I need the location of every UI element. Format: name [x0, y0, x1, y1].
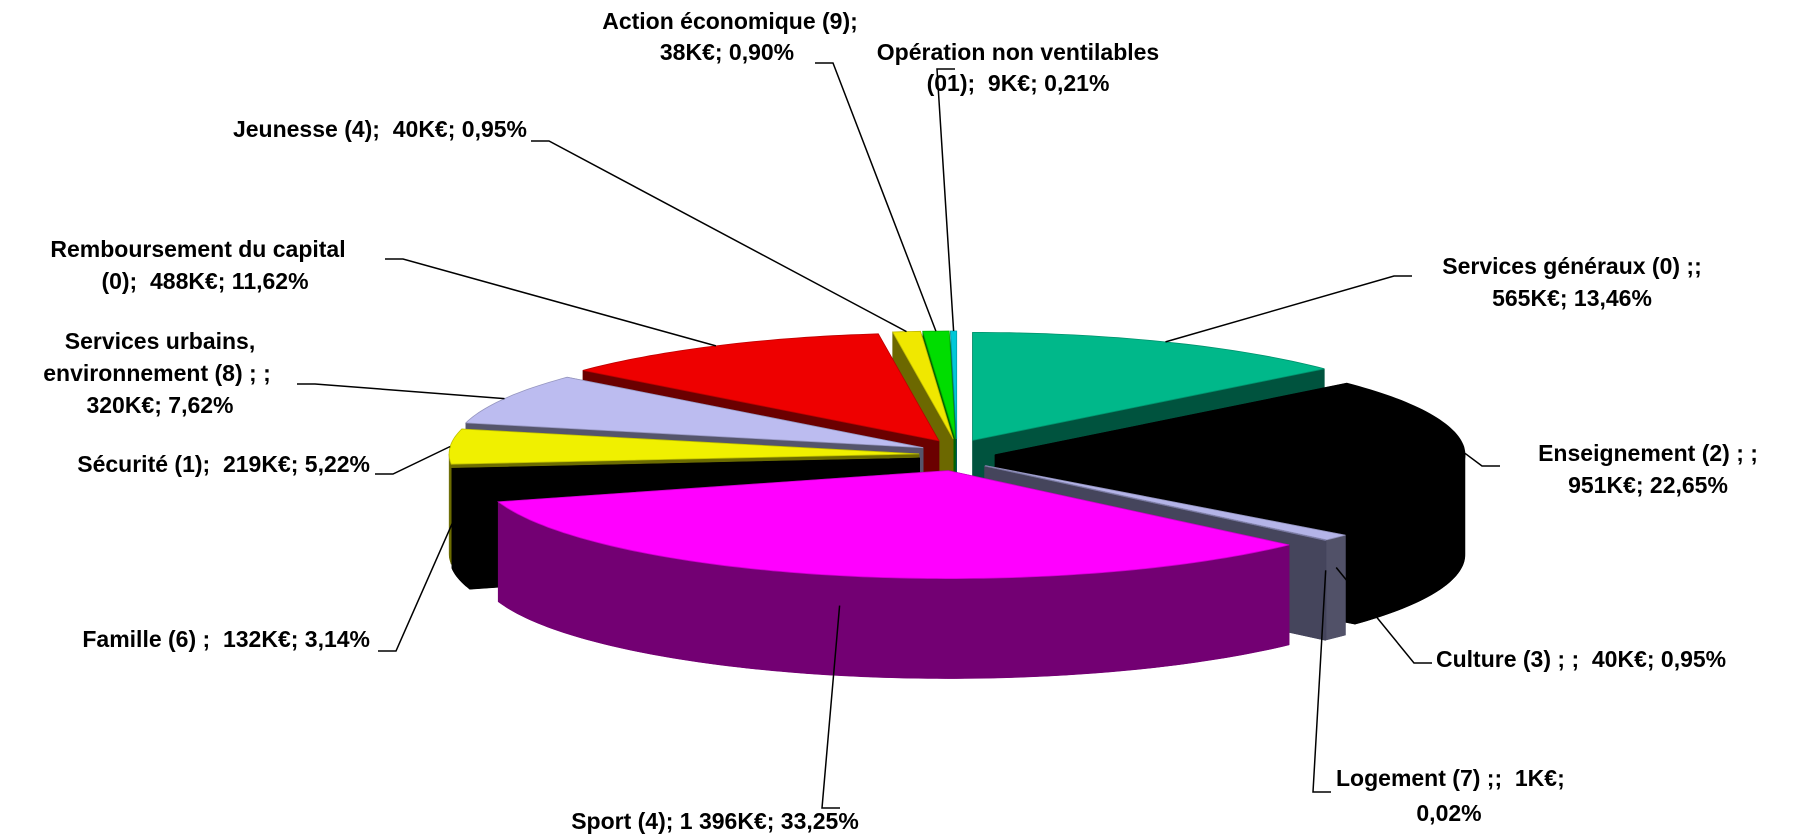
slice-label: 565K€; 13,46%	[1492, 285, 1652, 311]
slice-label: Jeunesse (4); 40K€; 0,95%	[233, 116, 527, 142]
slice-label: 38K€; 0,90%	[660, 39, 794, 65]
slice-top	[451, 457, 920, 490]
slice-label: Action économique (9);	[602, 8, 858, 34]
slice-top	[984, 465, 1326, 541]
leader-line	[297, 383, 505, 400]
pie	[448, 330, 1466, 679]
leader-line	[385, 258, 717, 347]
slice-label: Sécurité (1); 219K€; 5,22%	[77, 451, 370, 477]
slice-label: Services généraux (0) ;;	[1442, 253, 1702, 279]
slice-label: Remboursement du capital	[50, 236, 345, 262]
leader-line	[1464, 452, 1500, 467]
slice-top	[922, 330, 956, 440]
leader-line	[531, 140, 907, 333]
slice-side	[448, 453, 452, 565]
slice-label: Enseignement (2) ; ;	[1538, 440, 1758, 466]
slice-label: Sport (4); 1 396K€; 33,25%	[571, 808, 859, 834]
leader-line	[815, 62, 937, 332]
slice-label: Logement (7) ;; 1K€;	[1336, 765, 1565, 791]
leaders	[297, 62, 1500, 809]
leader-line	[1335, 567, 1432, 664]
slice-label: Opération non ventilables	[877, 39, 1159, 65]
slice-label: 951K€; 22,65%	[1568, 472, 1728, 498]
slice-top	[985, 465, 1346, 541]
slice-label: 320K€; 7,62%	[86, 392, 233, 418]
leader-line	[936, 68, 955, 332]
slice-label: Culture (3) ; ; 40K€; 0,95%	[1436, 646, 1726, 672]
slice-label: (0); 488K€; 11,62%	[101, 268, 308, 294]
slice-top	[497, 470, 1290, 579]
slice-label: 0,02%	[1416, 800, 1481, 826]
leader-line	[1165, 275, 1412, 343]
leader-line	[375, 445, 451, 475]
slice-side	[1326, 534, 1346, 641]
leader-line	[378, 508, 460, 652]
slice-label: (01); 9K€; 0,21%	[927, 70, 1110, 96]
slice-label: Services urbains,	[65, 328, 256, 354]
leader-line	[1312, 570, 1331, 793]
slice	[497, 470, 1290, 679]
leader-line	[821, 605, 841, 809]
slice-label: Famille (6) ; 132K€; 3,14%	[82, 626, 370, 652]
slice-top	[972, 332, 1325, 441]
slice-label: environnement (8) ; ;	[43, 360, 270, 386]
